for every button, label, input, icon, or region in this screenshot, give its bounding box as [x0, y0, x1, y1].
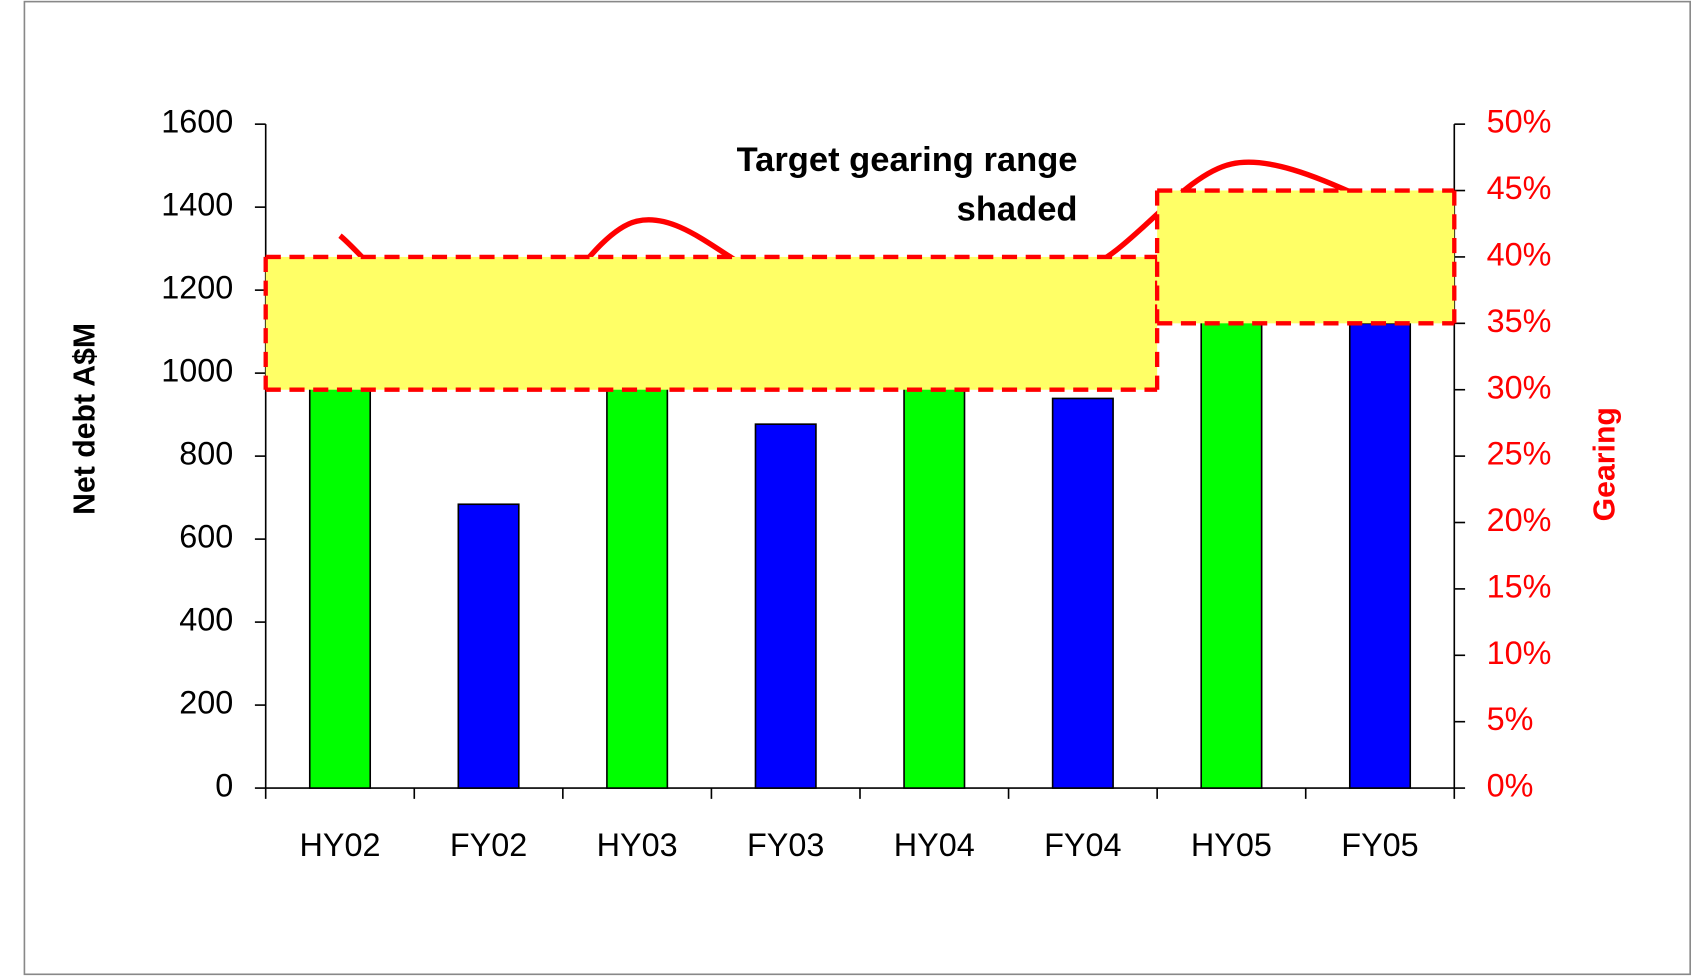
x-tick-label: HY04 — [894, 827, 975, 863]
x-tick-label: FY03 — [747, 827, 824, 863]
y2-tick-label: 40% — [1487, 236, 1552, 272]
bar — [1051, 397, 1114, 789]
y-tick-label: 800 — [179, 436, 233, 472]
y2-tick-label: 0% — [1487, 768, 1534, 804]
bar — [457, 503, 520, 789]
bar — [1200, 310, 1263, 789]
y-tick-label: 1400 — [161, 187, 233, 223]
y2-axis-label: Gearing — [1588, 407, 1621, 521]
y-axis-label: Net debt A$M — [68, 323, 101, 515]
x-tick-label: FY05 — [1341, 827, 1418, 863]
bar — [606, 351, 669, 789]
bar — [754, 423, 817, 789]
bar — [1348, 322, 1412, 789]
bar — [903, 372, 966, 789]
annotation: shaded — [957, 191, 1078, 229]
annotation: Target gearing range — [737, 141, 1078, 179]
x-tick-label: FY02 — [450, 827, 527, 863]
y2-tick-label: 20% — [1487, 502, 1552, 538]
x-tick-label: FY04 — [1044, 827, 1121, 863]
y2-tick-label: 5% — [1487, 701, 1534, 737]
y2-tick-label: 15% — [1487, 568, 1552, 604]
x-tick-label: HY02 — [299, 827, 380, 863]
y-tick-label: 1200 — [161, 270, 233, 306]
x-tick-label: HY03 — [597, 827, 678, 863]
y2-tick-label: 10% — [1487, 635, 1552, 671]
target-band — [1157, 190, 1455, 324]
y2-tick-label: 25% — [1487, 436, 1552, 472]
y-tick-label: 1000 — [161, 353, 233, 389]
x-tick-label: HY05 — [1191, 827, 1272, 863]
y-tick-label: 400 — [179, 602, 233, 638]
y2-tick-label: 45% — [1487, 170, 1552, 206]
y-tick-label: 1600 — [161, 104, 233, 140]
y-tick-label: 200 — [179, 685, 233, 721]
y2-tick-label: 30% — [1487, 369, 1552, 405]
bar — [308, 372, 372, 789]
y2-tick-label: 35% — [1487, 303, 1552, 339]
y2-tick-label: 50% — [1487, 104, 1552, 140]
y-tick-label: 0 — [215, 768, 233, 804]
frame — [23, 0, 1691, 976]
target-band — [265, 256, 1158, 390]
y-tick-label: 600 — [179, 519, 233, 555]
